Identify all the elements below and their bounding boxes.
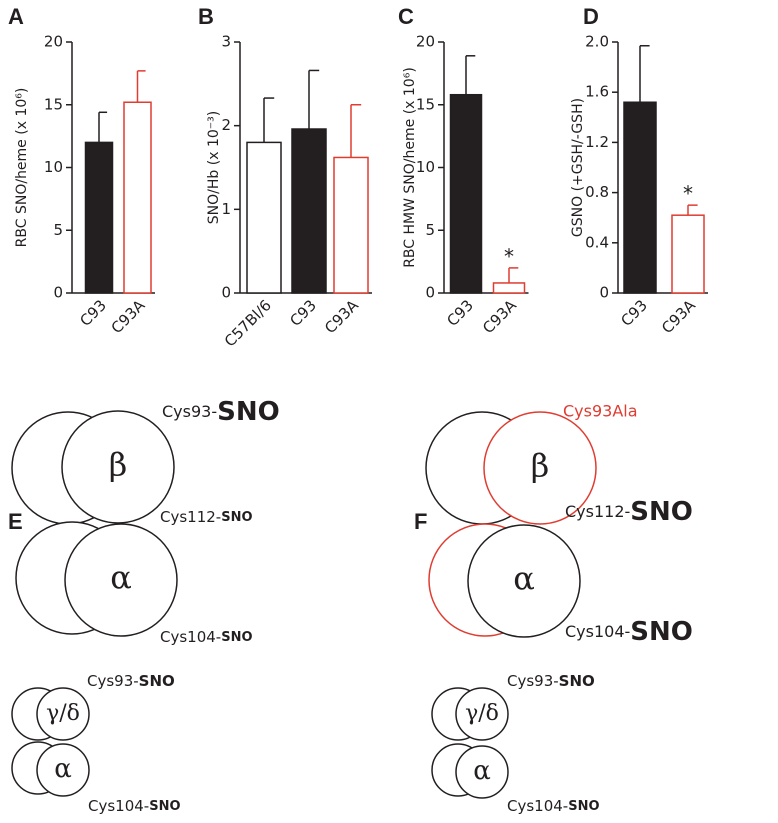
bar xyxy=(623,101,657,294)
site-modification: SNO xyxy=(139,672,175,690)
site-label: Cys104-SNO xyxy=(160,628,253,646)
subunit-circle xyxy=(36,687,90,741)
panel-label: D xyxy=(583,4,599,29)
x-tick-label: C93 xyxy=(617,296,651,330)
panel-label: E xyxy=(8,509,23,534)
x-tick-label: C93A xyxy=(479,296,520,337)
y-tick-label: 10 xyxy=(44,158,63,176)
bar xyxy=(333,156,369,294)
subunit-circle xyxy=(467,524,581,638)
site-residue: Cys112- xyxy=(565,502,630,521)
y-tick-label: 2 xyxy=(221,116,231,134)
y-tick-label: 20 xyxy=(44,33,63,51)
y-tick-label: 0 xyxy=(425,284,435,302)
y-axis-label: SNO/Hb (x 10⁻³) xyxy=(206,111,222,224)
site-modification: SNO xyxy=(149,799,180,814)
site-modification: SNO xyxy=(221,510,252,525)
subunit-label: α xyxy=(513,560,535,598)
subunit-circle xyxy=(61,410,175,524)
x-tick-label: C93 xyxy=(76,296,110,330)
y-tick-label: 15 xyxy=(416,95,435,113)
site-residue: Cys104- xyxy=(88,797,149,815)
panel-label: A xyxy=(8,4,24,29)
y-axis-label: GSNO (+GSH/-GSH) xyxy=(570,98,586,237)
subunit-circle xyxy=(36,743,90,797)
site-residue: Cys93- xyxy=(507,672,559,690)
site-modification: SNO xyxy=(630,617,693,647)
subunit-circle xyxy=(64,523,178,637)
bar xyxy=(84,141,114,294)
subunit-circle xyxy=(483,411,597,525)
site-modification: SNO xyxy=(568,799,599,814)
subunit-label: β xyxy=(531,447,550,485)
x-tick-label: C57Bl/6 xyxy=(221,296,275,350)
subunit-label: γ/δ xyxy=(46,701,80,726)
panel-label: C xyxy=(398,4,414,29)
bar xyxy=(123,101,152,294)
y-tick-label: 0 xyxy=(599,284,609,302)
site-modification: SNO xyxy=(630,497,693,527)
site-label: Cys112-SNO xyxy=(160,508,253,526)
significance-mark: * xyxy=(683,182,693,206)
site-label: Cys112-SNO xyxy=(565,497,693,527)
y-tick-label: 20 xyxy=(416,33,435,51)
x-tick-label: C93A xyxy=(108,296,149,337)
y-tick-label: 10 xyxy=(416,158,435,176)
site-modification: SNO xyxy=(217,397,280,427)
y-tick-label: 1 xyxy=(221,200,231,218)
bar xyxy=(449,93,483,294)
site-label: Cys104-SNO xyxy=(88,797,181,815)
x-tick-label: C93A xyxy=(658,296,699,337)
site-residue: Cys104- xyxy=(565,622,630,641)
y-tick-label: 2.0 xyxy=(585,33,609,51)
subunit-label: α xyxy=(473,756,491,786)
panel-label: B xyxy=(198,4,214,29)
y-tick-label: 0.4 xyxy=(585,233,609,251)
site-residue: Cys104- xyxy=(507,797,568,815)
y-tick-label: 0.8 xyxy=(585,183,609,201)
bar xyxy=(291,128,327,294)
y-tick-label: 5 xyxy=(425,221,435,239)
subunit-circle xyxy=(455,687,509,741)
y-tick-label: 5 xyxy=(53,221,63,239)
site-residue: Cys112- xyxy=(160,508,221,526)
y-axis-label: RBC HMW SNO/heme (x 10⁶) xyxy=(402,67,418,268)
site-residue: Cys93- xyxy=(87,672,139,690)
y-tick-label: 0 xyxy=(53,284,63,302)
site-label: Cys104-SNO xyxy=(507,797,600,815)
x-tick-label: C93 xyxy=(443,296,477,330)
site-label: Cys93Ala xyxy=(563,402,638,421)
site-label: Cys93-SNO xyxy=(87,672,175,690)
site-residue: Cys104- xyxy=(160,628,221,646)
bar xyxy=(671,214,705,294)
y-tick-label: 3 xyxy=(221,33,231,51)
y-tick-label: 1.6 xyxy=(585,83,609,101)
x-tick-label: C93A xyxy=(321,296,362,337)
site-label: Cys93-SNO xyxy=(507,672,595,690)
subunit-label: γ/δ xyxy=(465,701,499,726)
site-residue: Cys93- xyxy=(162,402,217,421)
site-modification: SNO xyxy=(221,630,252,645)
site-label: Cys104-SNO xyxy=(565,617,693,647)
subunit-label: α xyxy=(54,754,72,784)
subunit-label: β xyxy=(109,446,128,484)
subunit-circle xyxy=(455,745,509,799)
y-tick-label: 1.2 xyxy=(585,133,609,151)
significance-mark: * xyxy=(504,244,514,268)
panel-label: F xyxy=(414,509,427,534)
y-tick-label: 15 xyxy=(44,95,63,113)
y-axis-label: RBC SNO/heme (x 10⁶) xyxy=(14,88,30,248)
y-tick-label: 0 xyxy=(221,284,231,302)
bar xyxy=(492,282,526,294)
bar xyxy=(246,141,282,294)
site-label: Cys93-SNO xyxy=(162,397,280,427)
site-modification: SNO xyxy=(559,672,595,690)
subunit-label: α xyxy=(110,559,132,597)
x-tick-label: C93 xyxy=(286,296,320,330)
